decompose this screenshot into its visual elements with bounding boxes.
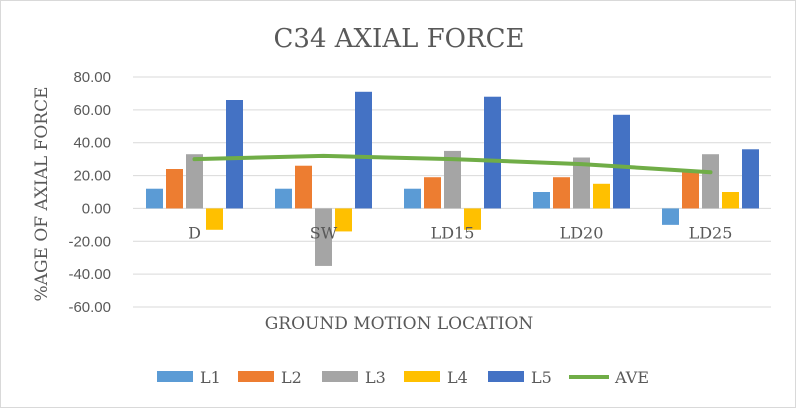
legend-swatch-l5 (488, 371, 524, 382)
bar-l4-d (206, 208, 223, 230)
legend-label-l1: L1 (200, 368, 221, 387)
y-tick-label: 0.00 (82, 200, 111, 217)
chart-title: C34 AXIAL FORCE (274, 24, 525, 54)
legend-swatch-l2 (238, 371, 274, 382)
legend-label-ave: AVE (614, 368, 649, 387)
y-axis-title: %AGE OF AXIAL FORCE (32, 87, 52, 302)
bar-l4-ld20 (593, 183, 610, 209)
bar-l2-sw (295, 165, 312, 209)
bar-l3-ld25 (702, 154, 719, 209)
y-axis-ticks: 80.00 60.00 40.00 20.00 0.00 -20.00 -40.00 -60.… (68, 69, 111, 316)
category-label: LD20 (560, 223, 604, 242)
y-tick-label: 40.00 (73, 135, 111, 152)
bar-l1-ld15 (404, 188, 421, 209)
bars (146, 91, 759, 266)
y-tick-label: 20.00 (73, 168, 111, 185)
category-label: LD25 (689, 223, 733, 242)
category-label: SW (310, 223, 338, 242)
bar-l1-ld25 (662, 208, 679, 225)
bar-l5-ld15 (484, 96, 501, 209)
bar-l5-ld20 (613, 114, 630, 209)
y-tick-label: -20.00 (68, 233, 111, 250)
legend-label-l5: L5 (531, 368, 552, 387)
bar-l3-sw (315, 208, 332, 266)
legend-swatch-l3 (322, 371, 358, 382)
bar-l3-d (186, 154, 203, 209)
bar-l2-ld20 (553, 177, 570, 209)
legend-swatch-l4 (404, 371, 440, 382)
y-tick-label: 80.00 (73, 69, 111, 86)
bar-l1-d (146, 188, 163, 209)
legend-label-l4: L4 (447, 368, 468, 387)
bar-l5-d (226, 100, 243, 209)
bar-l3-ld15 (444, 150, 461, 209)
legend-swatch-l1 (157, 371, 193, 382)
bar-l5-sw (355, 91, 372, 209)
legend-label-l3: L3 (365, 368, 386, 387)
bar-l2-ld15 (424, 177, 441, 209)
bar-l2-ld25 (682, 170, 699, 209)
y-tick-label: -60.00 (68, 299, 111, 316)
bar-l4-sw (335, 208, 352, 232)
y-tick-label: 60.00 (73, 102, 111, 119)
category-label: LD15 (431, 223, 475, 242)
legend: L1 L2 L3 L4 L5 AVE (157, 368, 649, 387)
bar-l1-sw (275, 188, 292, 209)
bar-l1-ld20 (533, 192, 550, 209)
ave-line (192, 153, 713, 175)
bar-l5-ld25 (742, 149, 759, 209)
bar-l4-ld15 (464, 208, 481, 230)
bar-l4-ld25 (722, 192, 739, 209)
legend-label-l2: L2 (281, 368, 302, 387)
category-labels: D SW LD15 LD20 LD25 (188, 223, 732, 242)
average-line (192, 153, 713, 175)
category-label: D (188, 223, 201, 242)
x-axis-title: GROUND MOTION LOCATION (265, 314, 534, 334)
bar-l2-d (166, 169, 183, 209)
bar-l3-ld20 (573, 157, 590, 209)
y-tick-label: -40.00 (68, 266, 111, 283)
